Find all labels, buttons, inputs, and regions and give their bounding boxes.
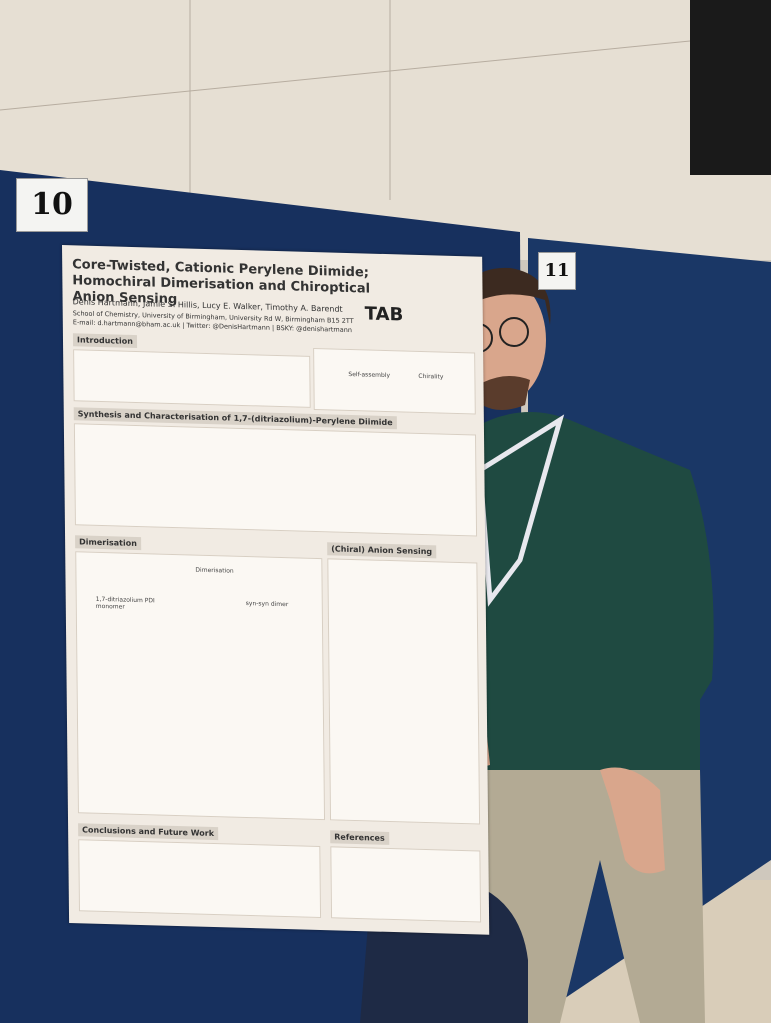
figure: [313, 347, 476, 415]
board-number: 10: [16, 178, 88, 232]
figure: [73, 423, 478, 537]
section-heading: Conclusions and Future Work: [78, 823, 219, 841]
hand: [600, 767, 665, 874]
text-block: [78, 839, 322, 919]
figure-label: Dimerisation: [195, 566, 234, 575]
figure: [75, 551, 326, 821]
section-heading: (Chiral) Anion Sensing: [327, 542, 437, 559]
glasses: [499, 317, 529, 347]
lanyard: [477, 414, 565, 607]
section-heading: Introduction: [72, 333, 137, 349]
text-block: [73, 349, 311, 408]
figure-label: Self-assembly: [348, 370, 391, 380]
section-heading: References: [330, 830, 389, 845]
figure-label: syn-syn dimer: [245, 600, 289, 609]
figure: [327, 558, 481, 825]
figure-label: Chirality: [418, 372, 444, 381]
beard: [478, 376, 530, 410]
section-heading: Dimerisation: [75, 535, 141, 551]
poster: Core-Twisted, Cationic Perylene Diimide;…: [62, 245, 490, 935]
tile-seam: [0, 39, 701, 111]
text-block: [330, 846, 482, 923]
shirt: [462, 412, 714, 780]
board-number: 11: [538, 252, 576, 290]
logo: TAB: [364, 303, 404, 326]
figure-label: 1,7-ditriazolium PDI monomer: [95, 595, 155, 611]
monitor: [690, 0, 771, 175]
